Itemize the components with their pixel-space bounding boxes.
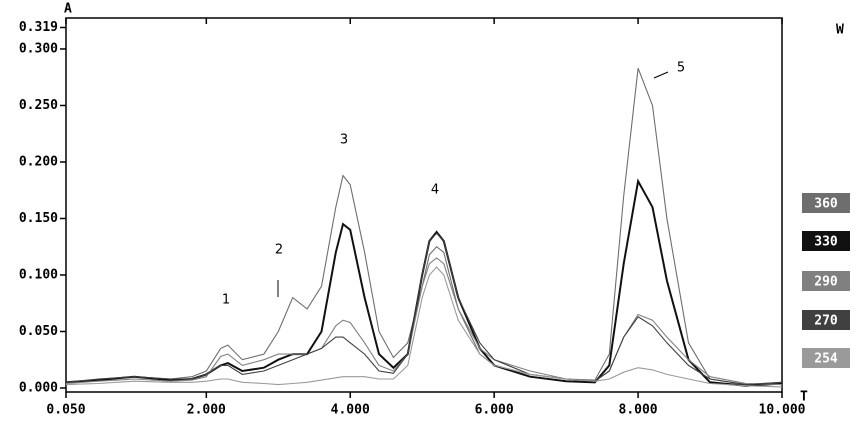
data-line [65,178,783,387]
y-tick-label: 0.319 [19,20,58,35]
y-tick-label: 0.200 [19,154,58,169]
data-line [65,266,783,388]
plot-frame [65,17,783,393]
y-tick-label: 0.000 [19,381,58,396]
peak-label: 4 [431,183,439,198]
peak-label: 2 [275,243,283,258]
y-tick-label: 0.050 [19,324,58,339]
y-tick-label: 0.100 [19,267,58,282]
legend-swatch [802,310,850,330]
y-axis-label: A [64,2,72,17]
peak-label: 5 [677,61,685,76]
x-tick-label: 2.000 [187,403,226,418]
x-tick-label: 0.050 [46,403,85,418]
legend-label: 254 [814,352,838,367]
data-line [65,68,783,386]
legend-swatch [802,231,850,251]
y-tick-label: 0.150 [19,211,58,226]
x-tick-label: 8.000 [619,403,658,418]
x-tick-label: 4.000 [331,403,370,418]
data-line [65,257,783,386]
legend-label: 270 [814,314,838,329]
legend-title: W [836,23,844,38]
x-tick-label: 10.000 [759,403,806,418]
legend-label: 330 [814,235,838,250]
peak-label: 3 [340,133,348,148]
legend-swatch [802,348,850,368]
data-line [65,232,783,386]
x-axis-label: T [800,390,808,405]
y-tick-label: 0.250 [19,98,58,113]
legend-swatch [802,271,850,291]
y-tick-label: 0.300 [19,41,58,56]
legend-label: 360 [814,197,838,212]
legend-label: 290 [814,275,838,290]
peak-label: 1 [222,293,230,308]
x-tick-label: 6.000 [475,403,514,418]
legend-swatch [802,193,850,213]
peak-marker [653,71,669,79]
